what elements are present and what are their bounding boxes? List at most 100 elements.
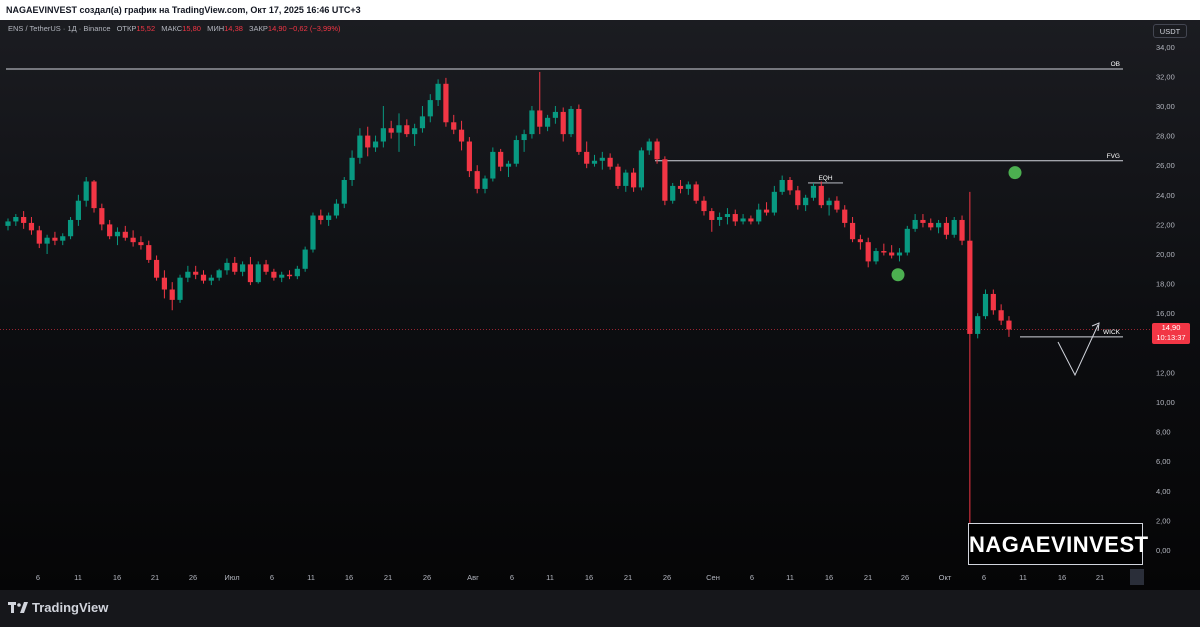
x-tick-label: 26 <box>189 573 197 582</box>
tradingview-logo[interactable]: TradingView <box>8 600 108 615</box>
candle-body <box>584 151 590 164</box>
annotation-label: EQH <box>818 175 832 182</box>
candle-body <box>615 166 621 186</box>
chart-panel[interactable] <box>0 20 1200 590</box>
brand-name: TradingView <box>32 600 109 615</box>
annotation-label: OB <box>1111 61 1120 68</box>
candle-body <box>161 277 167 290</box>
candle-body <box>99 208 105 225</box>
x-tick-label: Сен <box>706 573 720 582</box>
candle-body <box>349 157 355 180</box>
candle-body <box>255 264 261 283</box>
candle-body <box>498 151 504 167</box>
candle-body <box>975 316 981 334</box>
candle-body <box>200 274 207 281</box>
candle-body <box>271 271 277 278</box>
candle-body <box>865 242 871 262</box>
x-tick-label: 26 <box>663 573 671 582</box>
candle-body <box>357 135 363 158</box>
candle-body <box>912 219 918 229</box>
x-tick-label: 21 <box>384 573 392 582</box>
candle-body <box>787 180 793 191</box>
candle-body <box>935 222 942 228</box>
candle-body <box>990 293 996 311</box>
candle-body <box>677 185 684 189</box>
candle-body <box>889 252 895 256</box>
candle-body <box>693 184 699 201</box>
candle-body <box>380 128 386 142</box>
symbol-label[interactable]: ENS / TetherUS · 1Д · Binance <box>8 24 111 33</box>
candle-body <box>333 203 340 216</box>
candle-body <box>717 217 723 220</box>
currency-button[interactable]: USDT <box>1153 24 1187 38</box>
candle-body <box>709 211 715 220</box>
x-tick-label: Окт <box>939 573 952 582</box>
x-tick-label: 16 <box>585 573 593 582</box>
x-tick-label: 11 <box>786 573 794 582</box>
candle-body <box>771 191 777 213</box>
candle-body <box>544 117 551 127</box>
close-label: ЗАКР <box>249 24 268 33</box>
x-tick-label: 11 <box>74 573 82 582</box>
y-tick-label: 16,00 <box>1156 309 1175 318</box>
candle-body <box>388 128 394 133</box>
candle-body <box>638 150 645 188</box>
candle-body <box>537 110 543 127</box>
candle-body <box>52 237 58 241</box>
y-tick-label: 32,00 <box>1156 72 1175 81</box>
candle-body <box>435 83 441 101</box>
candle-body <box>28 222 35 231</box>
candle-body <box>224 262 230 271</box>
candle-body <box>834 200 840 210</box>
candle-body <box>451 122 457 130</box>
candle-body <box>959 219 965 241</box>
x-tick-label: 21 <box>1096 573 1104 582</box>
x-tick-label: 6 <box>36 573 40 582</box>
candle-body <box>372 141 379 148</box>
candle-body <box>107 224 113 237</box>
candle-body <box>943 222 949 235</box>
candle-body <box>756 209 762 222</box>
candle-body <box>474 171 480 189</box>
candle-body <box>842 209 848 223</box>
time-scale-marker <box>1130 569 1144 585</box>
candle-body <box>5 221 11 226</box>
candle-body <box>153 259 160 278</box>
candle-body <box>443 83 449 123</box>
candle-body <box>240 264 246 272</box>
candle-body <box>896 252 903 256</box>
candle-body <box>920 219 926 223</box>
candle-body <box>810 185 817 198</box>
y-tick-label: 24,00 <box>1156 191 1175 200</box>
candle-body <box>67 219 74 237</box>
candle-body <box>458 129 465 142</box>
candle-body <box>513 140 519 164</box>
candle-body <box>427 100 433 117</box>
low-label: МИН <box>207 24 225 33</box>
candle-body <box>365 135 371 148</box>
candle-body <box>607 157 613 167</box>
y-tick-label: 26,00 <box>1156 161 1175 170</box>
candle-body <box>208 277 214 281</box>
candle-body <box>36 230 42 244</box>
candle-body <box>662 159 668 201</box>
ohlc-legend: ENS / TetherUS · 1Д · Binance ОТКР15,52 … <box>8 24 341 33</box>
high-value: 15,80 <box>182 24 201 33</box>
candle-body <box>623 172 629 186</box>
candle-body <box>21 217 27 223</box>
y-tick-label: 22,00 <box>1156 220 1175 229</box>
candle-body <box>130 237 136 243</box>
candle-body <box>599 157 605 161</box>
open-value: 15,52 <box>136 24 156 33</box>
y-tick-label: 2,00 <box>1156 516 1171 525</box>
candle-body <box>521 134 527 141</box>
chart-caption: NAGAEVINVEST создал(а) график на Trading… <box>0 0 1200 20</box>
candlestick-chart[interactable]: OB FVG EQH WICK 34,00 32,00 30,00 28,00 26,00 24… <box>0 20 1200 590</box>
candle-body <box>13 217 19 222</box>
projection-arrow <box>1057 324 1099 377</box>
last-price-value: 14,90 <box>1161 323 1181 332</box>
candle-body <box>505 163 512 167</box>
candle-body <box>185 271 191 278</box>
x-tick-label: 21 <box>151 573 159 582</box>
y-tick-label: 10,00 <box>1156 398 1175 407</box>
